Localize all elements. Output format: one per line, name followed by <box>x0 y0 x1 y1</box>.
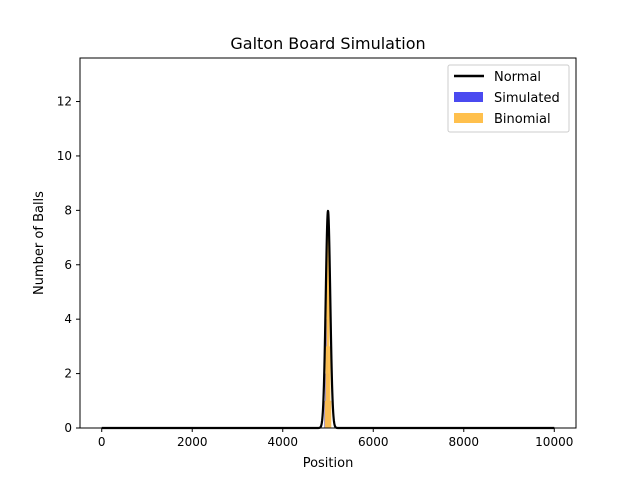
y-tick-label: 10 <box>57 149 72 163</box>
x-tick-label: 0 <box>98 435 106 449</box>
y-tick-label: 2 <box>64 367 72 381</box>
binomial-bar <box>330 400 332 428</box>
chart-title: Galton Board Simulation <box>230 34 425 53</box>
binomial-bar <box>329 346 331 428</box>
binomial-bar <box>327 215 329 428</box>
x-tick-label: 2000 <box>177 435 208 449</box>
legend-normal-label: Normal <box>494 70 541 85</box>
legend-binomial-label: Binomial <box>494 112 551 127</box>
legend-binomial-swatch <box>454 113 483 123</box>
axes-frame <box>79 57 577 429</box>
x-tick-label: 10000 <box>535 435 573 449</box>
binomial-bar <box>328 251 330 428</box>
legend-simulated-swatch <box>454 92 483 102</box>
y-axis: 0 2 4 6 8 10 12 <box>57 95 80 435</box>
y-tick-label: 8 <box>64 203 72 217</box>
y-tick-label: 6 <box>64 258 72 272</box>
binomial-bar <box>324 400 326 428</box>
x-axis-label: Position <box>303 456 354 471</box>
x-axis: 0 2000 4000 6000 8000 10000 <box>98 428 573 449</box>
y-tick-label: 4 <box>64 312 72 326</box>
binomial-bar <box>326 251 328 428</box>
x-tick-label: 4000 <box>267 435 298 449</box>
y-tick-label: 0 <box>64 421 72 435</box>
x-tick-label: 6000 <box>358 435 389 449</box>
binomial-bar <box>325 346 327 428</box>
y-tick-label: 12 <box>57 95 72 109</box>
legend: Normal Simulated Binomial <box>447 64 570 133</box>
y-axis-label: Number of Balls <box>32 191 47 295</box>
legend-simulated-label: Simulated <box>494 91 560 106</box>
x-tick-label: 8000 <box>448 435 479 449</box>
